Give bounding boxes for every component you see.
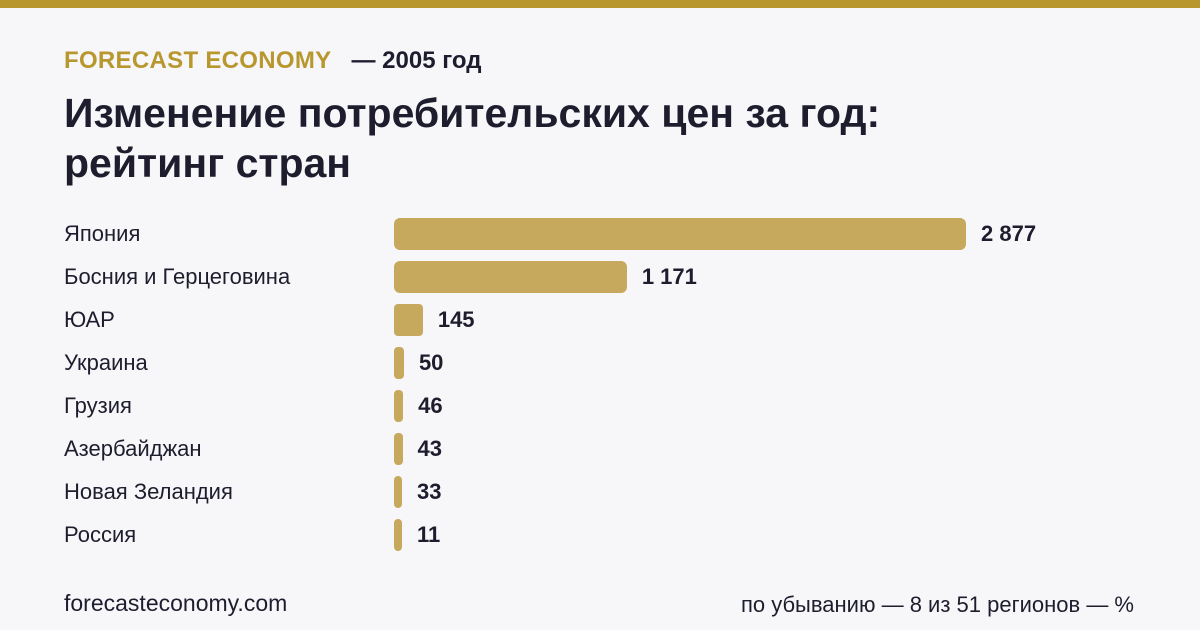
value-label: 11: [417, 522, 441, 547]
bar: [394, 304, 423, 336]
value-label: 43: [417, 436, 443, 461]
bar: [394, 433, 403, 465]
page-title: Изменение потребительских цен за год: ре…: [64, 88, 1144, 188]
footer-site[interactable]: forecasteconomy.com: [64, 590, 288, 616]
bar: [394, 218, 966, 250]
brand-name: FORECAST ECONOMY: [64, 47, 332, 74]
value-label: 2 877: [981, 221, 1037, 246]
bar: [394, 390, 404, 422]
category-label: ЮАР: [64, 307, 115, 332]
bar: [394, 519, 402, 551]
value-label: 1 171: [641, 264, 697, 289]
category-label: Новая Зеландия: [64, 479, 233, 504]
title-line-2: рейтинг стран: [64, 140, 352, 186]
title-line-1: Изменение потребительских цен за год:: [64, 90, 881, 136]
bar: [394, 347, 404, 379]
bar-chart: Япония 2 877 Босния и Герцеговина 1 171 ЮАР 1…: [0, 210, 1200, 560]
top-accent-bar: [0, 0, 1200, 8]
category-label: Россия: [64, 522, 137, 547]
year-label: — 2005 год: [351, 47, 482, 74]
value-label: 46: [418, 393, 443, 418]
value-label: 33: [417, 479, 442, 504]
bar: [394, 261, 627, 293]
category-label: Грузия: [64, 393, 132, 418]
category-label: Япония: [64, 221, 141, 246]
value-label: 50: [418, 350, 444, 375]
bar: [394, 476, 402, 508]
category-label: Азербайджан: [64, 436, 202, 461]
category-label: Украина: [64, 350, 148, 375]
category-label: Босния и Герцеговина: [64, 264, 291, 289]
value-label: 145: [437, 307, 475, 332]
header: FORECAST ECONOMY — 2005 год: [64, 44, 481, 78]
footer-note: по убыванию — 8 из 51 регионов — %: [740, 592, 1134, 617]
